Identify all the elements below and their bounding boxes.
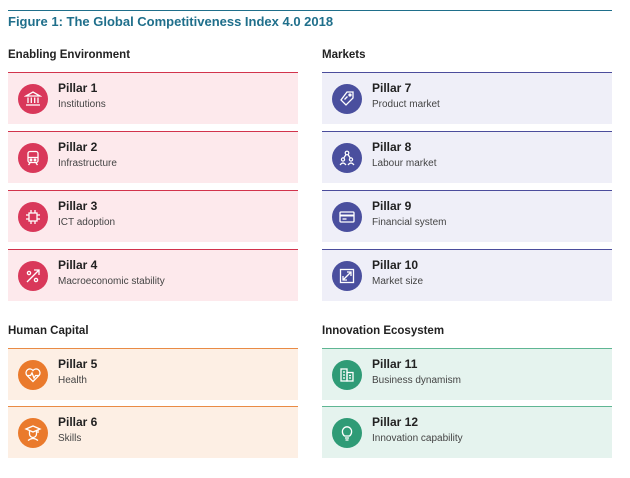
pillar-card-12: Pillar 12 Innovation capability — [322, 406, 612, 458]
train-icon — [18, 143, 48, 173]
pillar-label: Innovation capability — [372, 433, 463, 444]
pillar-label: ICT adoption — [58, 217, 116, 228]
pillar-card-6: Pillar 6 Skills — [8, 406, 298, 458]
pillar-number: Pillar 5 — [58, 357, 98, 371]
pillar-label: Product market — [372, 99, 440, 110]
title-rule — [8, 10, 612, 11]
credit-card-icon — [332, 202, 362, 232]
group-title: Enabling Environment — [8, 49, 131, 61]
group-title: Human Capital — [8, 325, 89, 337]
people-network-icon — [332, 143, 362, 173]
pillar-label: Business dynamism — [372, 375, 461, 386]
lightbulb-icon — [332, 418, 362, 448]
pillar-label: Labour market — [372, 158, 437, 169]
pillar-card-2: Pillar 2 Infrastructure — [8, 131, 298, 183]
graduate-icon — [18, 418, 48, 448]
pillar-number: Pillar 2 — [58, 140, 98, 154]
pillar-card-10: Pillar 10 Market size — [322, 249, 612, 301]
pillar-label: Skills — [58, 433, 82, 444]
pillar-card-3: Pillar 3 ICT adoption — [8, 190, 298, 242]
pillar-card-4: Pillar 4 Macroeconomic stability — [8, 249, 298, 301]
pillar-number: Pillar 12 — [372, 415, 419, 429]
pillar-card-11: Pillar 11 Business dynamism — [322, 348, 612, 400]
pillar-card-1: Pillar 1 Institutions — [8, 72, 298, 124]
group-title: Innovation Ecosystem — [322, 325, 445, 337]
expand-icon — [332, 261, 362, 291]
pillar-number: Pillar 1 — [58, 81, 98, 95]
pillar-number: Pillar 8 — [372, 140, 412, 154]
pillar-label: Macroeconomic stability — [58, 276, 165, 287]
price-tag-icon — [332, 84, 362, 114]
institution-icon — [18, 84, 48, 114]
chip-icon — [18, 202, 48, 232]
pillar-number: Pillar 7 — [372, 81, 412, 95]
buildings-icon — [332, 360, 362, 390]
pillar-label: Health — [58, 375, 87, 386]
figure-title: Figure 1: The Global Competitiveness Ind… — [8, 14, 334, 29]
pillar-number: Pillar 9 — [372, 199, 412, 213]
heart-pulse-icon — [18, 360, 48, 390]
pillar-card-5: Pillar 5 Health — [8, 348, 298, 400]
group-title: Markets — [322, 49, 366, 61]
pillar-number: Pillar 3 — [58, 199, 98, 213]
pillar-card-7: Pillar 7 Product market — [322, 72, 612, 124]
pillar-number: Pillar 4 — [58, 258, 98, 272]
pillar-label: Financial system — [372, 217, 447, 228]
pillar-label: Infrastructure — [58, 158, 117, 169]
pillar-card-9: Pillar 9 Financial system — [322, 190, 612, 242]
pillar-number: Pillar 11 — [372, 357, 418, 371]
pillar-card-8: Pillar 8 Labour market — [322, 131, 612, 183]
percent-icon — [18, 261, 48, 291]
pillar-label: Institutions — [58, 99, 106, 110]
pillar-number: Pillar 6 — [58, 415, 98, 429]
pillar-label: Market size — [372, 276, 424, 287]
pillar-number: Pillar 10 — [372, 258, 419, 272]
